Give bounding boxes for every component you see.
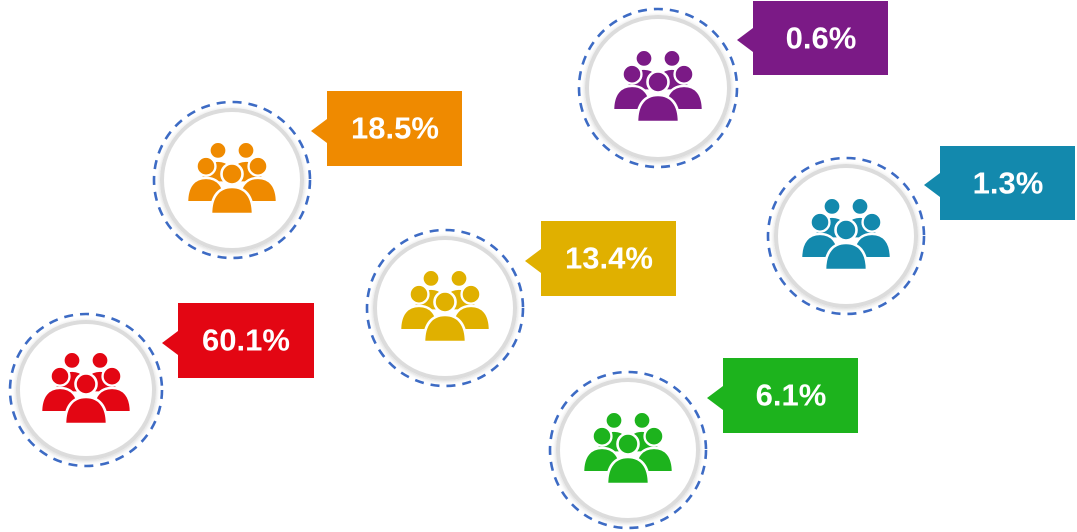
percent-value: 6.1%: [756, 378, 827, 413]
people-group-icon: [799, 196, 893, 272]
group-purple: 0.6%: [577, 1, 888, 169]
people-group-icon: [581, 410, 675, 486]
percent-value: 13.4%: [565, 241, 653, 276]
dashed-ring: [365, 228, 525, 388]
callout-box: [525, 221, 676, 296]
people-badge-green: [548, 370, 708, 530]
person-figure: [823, 218, 869, 272]
percent-callout-red: 60.1%: [162, 303, 314, 378]
person-figure: [209, 162, 255, 216]
people-badge-yellow: [365, 228, 525, 388]
people-group-icon: [185, 140, 279, 216]
percent-callout-purple: 0.6%: [737, 1, 888, 75]
people-badge-purple: [577, 7, 739, 169]
person-figure: [635, 70, 681, 124]
percent-value: 18.5%: [351, 111, 439, 146]
group-yellow: 13.4%: [365, 221, 676, 388]
percent-callout-green: 6.1%: [707, 358, 858, 433]
percent-callout-yellow: 13.4%: [525, 221, 676, 296]
people-group-icon: [611, 48, 705, 124]
people-group-icon: [39, 350, 133, 426]
dashed-ring: [577, 7, 739, 169]
people-badge-blue: [766, 156, 926, 316]
dashed-ring: [152, 100, 312, 260]
callout-box: [924, 146, 1075, 220]
callout-box: [162, 303, 314, 378]
dashed-ring: [766, 156, 926, 316]
dashed-ring: [8, 312, 164, 468]
person-figure: [422, 290, 468, 344]
callout-box: [737, 1, 888, 75]
group-green: 6.1%: [548, 358, 858, 530]
people-badge-red: [8, 312, 164, 468]
people-group-icon: [398, 268, 492, 344]
group-orange: 18.5%: [152, 91, 462, 260]
percent-callout-blue: 1.3%: [924, 146, 1075, 220]
dashed-ring: [548, 370, 708, 530]
percent-value: 0.6%: [786, 21, 857, 56]
group-red: 60.1%: [8, 303, 314, 468]
percent-callout-orange: 18.5%: [311, 91, 462, 166]
people-badge-orange: [152, 100, 312, 260]
group-blue: 1.3%: [766, 146, 1075, 316]
person-figure: [605, 432, 651, 486]
callout-box: [707, 358, 858, 433]
callout-box: [311, 91, 462, 166]
percent-value: 1.3%: [973, 166, 1044, 201]
person-figure: [63, 372, 109, 426]
percent-value: 60.1%: [202, 323, 290, 358]
